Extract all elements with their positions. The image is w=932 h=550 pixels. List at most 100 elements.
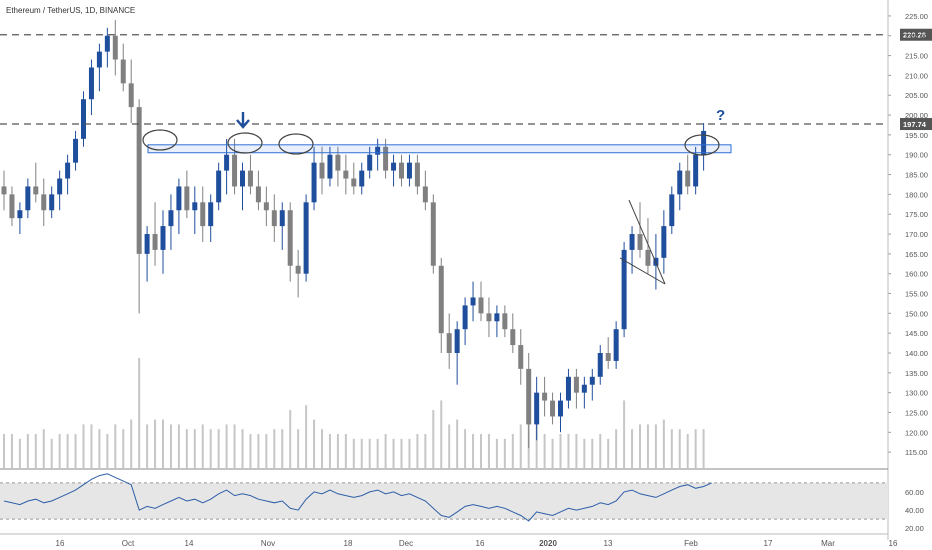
volume-bar [249,434,252,468]
candle-body [462,305,468,330]
price-tick-label: 130.00 [905,389,928,398]
volume-bar [495,438,498,468]
volume-bar [432,410,435,468]
x-tick-label: Dec [399,539,413,548]
candle-body [518,345,524,369]
volume-bar [26,434,29,468]
volume-bar [162,419,164,468]
volume-bar [543,434,546,468]
candle-body [327,154,333,179]
volume-bar [639,424,641,468]
price-label: 197.74 [903,120,927,129]
candle-body [224,154,230,171]
candle-body [96,51,102,68]
wedge-line-upper [628,199,666,285]
x-tick-label: 18 [344,539,353,548]
x-tick-label: Oct [122,539,135,548]
wedge-line-lower [619,257,666,285]
volume-bar [281,429,284,468]
candle-body [637,234,643,250]
candle-body [367,154,373,171]
candle-body [454,329,460,353]
candle-body [406,162,412,179]
volume-bar [567,434,570,468]
volume-bar [98,429,101,468]
volume-bar [344,434,347,468]
price-tick-label: 215.00 [905,52,928,61]
rsi-tick-label: 20.00 [905,524,924,533]
candle-body [534,392,540,425]
volume-bar [368,438,371,468]
volume-bar [273,429,276,468]
volume-bar [313,419,316,468]
x-tick-label: 16 [889,539,898,548]
candle-body [486,313,492,322]
volume-bar [328,434,331,468]
volume-bar [662,419,665,468]
candle-body [255,186,261,203]
candle-body [319,162,325,179]
hand-drawn-circle [278,133,314,155]
candle-body [73,138,79,163]
x-tick-label: Mar [821,539,835,548]
price-tick-label: 200.00 [905,111,928,120]
volume-bar [169,424,172,468]
candle-body [629,234,635,250]
volume-bar [233,424,236,468]
volume-bar [50,438,53,468]
volume-bar [177,424,180,468]
candle-body [136,107,142,254]
volume-bar [440,400,443,468]
candle-body [311,162,317,203]
volume-bar [623,400,626,468]
price-tick-label: 140.00 [905,349,928,358]
candle-body [88,67,94,100]
candle-body [589,376,595,385]
candle-body [661,226,667,258]
candle-body [383,146,389,171]
volume-bar [90,424,93,468]
candle-body [287,210,293,266]
candle-body [597,353,603,377]
x-tick-label: Feb [684,539,698,548]
candle-body [160,226,166,250]
candle-body [216,170,222,203]
volume-bar [646,424,649,468]
volume-bar [424,434,427,468]
volume-bar [74,434,77,468]
volume-bar [519,424,522,468]
price-label-box [900,118,932,131]
price-tick-label: 225.00 [905,12,928,21]
volume-bar [305,405,308,468]
volume-bar [654,424,657,468]
hand-drawn-circle [227,132,263,154]
volume-bar [34,434,37,468]
candle-body [232,154,238,187]
candle-body [81,99,86,139]
question-mark-annotation: ? [716,107,725,124]
price-tick-label: 115.00 [905,448,927,457]
candle-body [375,146,381,155]
candle-body [399,162,404,179]
candle-body [351,178,357,187]
candle-body [247,170,253,187]
volume-bar [3,434,5,468]
candle-body [565,376,571,401]
candle-body [335,154,341,171]
volume-bar [464,429,467,468]
price-tick-label: 185.00 [905,171,928,180]
hand-drawn-circle [142,129,178,151]
candle-body [430,202,436,266]
candle-body [502,313,508,330]
rsi-band [0,482,888,520]
candle-body [613,329,619,361]
candle-body [128,83,134,108]
volume-bar [607,438,610,468]
price-tick-label: 220.00 [905,32,928,41]
candle-body [677,170,683,195]
price-tick-label: 155.00 [905,290,928,299]
price-tick-label: 180.00 [905,190,928,199]
candle-body [669,194,675,227]
candle-body [621,249,627,330]
